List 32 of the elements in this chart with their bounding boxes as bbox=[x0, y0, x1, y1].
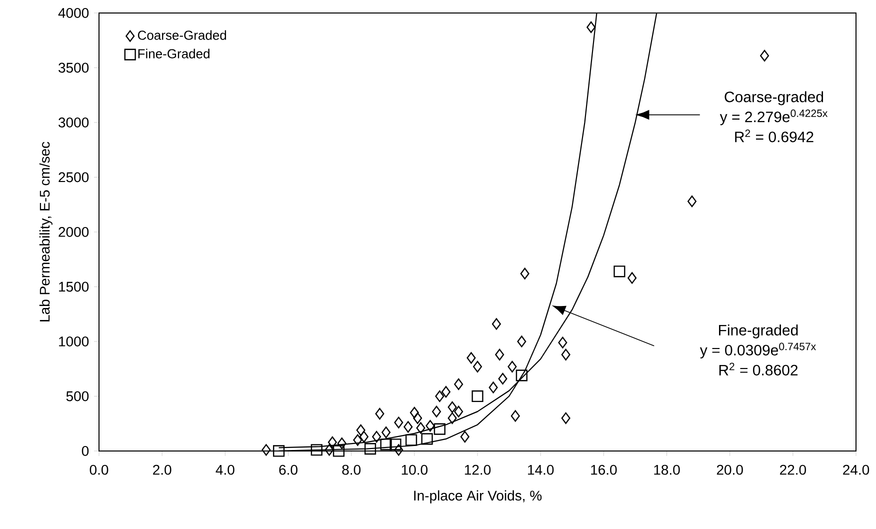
annotation: Coarse-graded bbox=[724, 91, 824, 106]
annotation: y = 0.0309e$^{0.7457x}$ bbox=[700, 342, 816, 358]
x-tick-label: 14.0 bbox=[528, 464, 554, 475]
y-axis-title: Lab Permeability, E-5 cm/sec bbox=[39, 142, 52, 322]
y-tick-label: 1500 bbox=[59, 282, 89, 292]
x-tick-label: 2.0 bbox=[153, 464, 172, 475]
x-tick-label: 24.0 bbox=[843, 464, 870, 475]
legend-label: Coarse-Graded bbox=[138, 30, 226, 40]
x-tick-label: 20.0 bbox=[716, 464, 743, 475]
y-tick-label: 1000 bbox=[59, 336, 89, 346]
x-tick-label: 18.0 bbox=[654, 464, 680, 475]
legend-label: Fine-Graded bbox=[138, 48, 210, 58]
annotation: R$^{2}$ = 0.6942 bbox=[735, 130, 814, 142]
x-tick-label: 12.0 bbox=[464, 464, 491, 475]
annotation: R$^{2}$ = 0.8602 bbox=[719, 362, 798, 376]
x-tick-label: 8.0 bbox=[342, 464, 361, 475]
y-tick-label: 3000 bbox=[58, 118, 89, 128]
annotation: y = 2.279e$^{0.4225x}$ bbox=[720, 110, 828, 126]
x-tick-label: 10.0 bbox=[402, 464, 428, 475]
x-tick-label: 16.0 bbox=[591, 464, 617, 475]
y-tick-label: 0 bbox=[82, 446, 89, 456]
y-tick-label: 3500 bbox=[58, 62, 89, 73]
y-tick-label: 2000 bbox=[58, 227, 89, 237]
annotation: Fine-graded bbox=[719, 324, 798, 338]
x-tick-label: 4.0 bbox=[216, 464, 234, 475]
x-axis-title: In-place Air Voids, % bbox=[414, 490, 542, 504]
x-tick-label: 0.0 bbox=[90, 464, 108, 475]
x-tick-label: 6.0 bbox=[279, 464, 298, 475]
y-tick-label: 500 bbox=[66, 391, 89, 402]
y-tick-label: 4000 bbox=[58, 8, 89, 18]
y-tick-label: 2500 bbox=[58, 172, 89, 182]
x-tick-label: 22.0 bbox=[780, 464, 806, 475]
